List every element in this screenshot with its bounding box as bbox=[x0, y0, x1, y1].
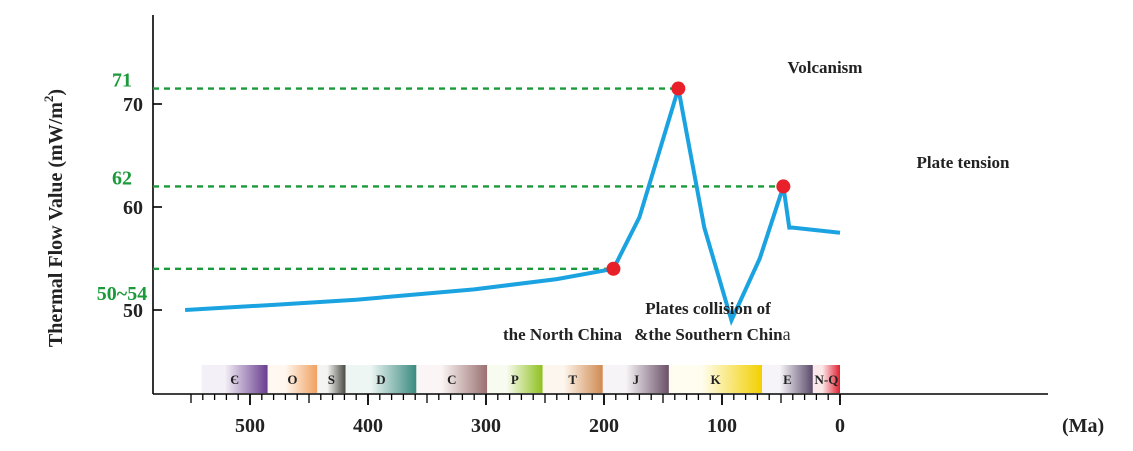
x-axis-unit: (Ma) bbox=[1062, 415, 1104, 437]
highlight-point bbox=[606, 261, 621, 276]
period-block bbox=[762, 365, 813, 393]
annotation-plate-tension: Plate tension bbox=[916, 153, 1010, 172]
y-axis-title: Thermal Flow Value (mW/m2) bbox=[41, 89, 67, 347]
period-label: C bbox=[447, 372, 456, 387]
x-tick-label: 0 bbox=[835, 415, 845, 437]
annotation-collision-line1: Plates collision of bbox=[645, 299, 771, 318]
period-block bbox=[812, 365, 840, 393]
period-block bbox=[345, 365, 417, 393]
reference-label: 50~54 bbox=[97, 283, 147, 305]
period-block bbox=[317, 365, 346, 393]
x-tick-label: 500 bbox=[235, 415, 265, 437]
annotation-collision-line2: the North China &the Southern China bbox=[503, 324, 791, 344]
thermal-flow-line bbox=[184, 87, 841, 327]
y-tick-label: 70 bbox=[123, 94, 143, 116]
x-tick-label: 200 bbox=[589, 415, 619, 437]
period-block bbox=[201, 365, 268, 393]
period-label: E bbox=[783, 372, 792, 387]
period-label: S bbox=[328, 372, 335, 387]
period-label: N-Q bbox=[815, 372, 839, 387]
annotation-volcanism: Volcanism bbox=[788, 58, 863, 77]
period-block bbox=[267, 365, 318, 393]
period-label: K bbox=[710, 372, 721, 387]
period-block bbox=[602, 365, 669, 393]
x-tick-label: 400 bbox=[353, 415, 383, 437]
y-tick-label: 60 bbox=[123, 197, 143, 219]
highlight-point bbox=[671, 81, 686, 96]
period-label: T bbox=[568, 372, 577, 387]
y-tick-label: 50 bbox=[123, 300, 143, 322]
x-tick-label: 300 bbox=[471, 415, 501, 437]
period-label: J bbox=[633, 372, 640, 387]
period-label: D bbox=[376, 372, 385, 387]
period-label: Є bbox=[230, 372, 239, 387]
period-block bbox=[416, 365, 488, 393]
reference-label: 62 bbox=[112, 167, 132, 189]
period-block bbox=[487, 365, 543, 393]
highlight-point bbox=[776, 179, 791, 194]
reference-label: 71 bbox=[112, 70, 132, 92]
x-tick-label: 100 bbox=[707, 415, 737, 437]
period-label: P bbox=[511, 372, 519, 387]
period-block bbox=[542, 365, 603, 393]
period-block bbox=[668, 365, 763, 393]
period-label: O bbox=[287, 372, 297, 387]
